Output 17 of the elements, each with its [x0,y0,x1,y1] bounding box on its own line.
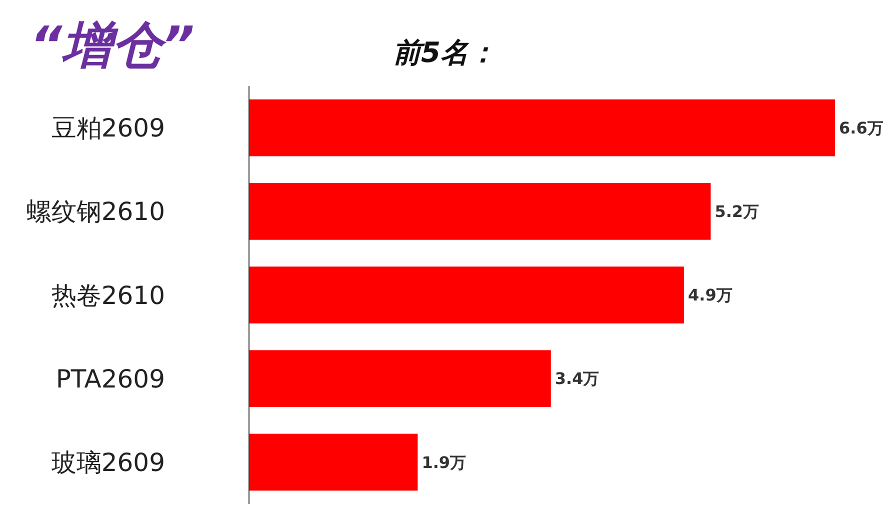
bar [249,99,835,156]
data-label: 5.2万 [714,202,760,221]
y-tick-label: 螺纹钢2610 [26,197,165,226]
y-tick-label: 豆粕2609 [51,114,165,143]
data-label: 3.4万 [554,369,600,388]
data-label: 4.9万 [688,286,732,305]
bar [249,434,418,491]
y-tick-label: 玻璃2609 [51,448,165,477]
y-tick-label: 热卷2610 [51,280,165,310]
data-label: 6.6万 [839,118,883,138]
bar [249,182,711,240]
chart-subtitle: 前5名： [393,36,496,69]
y-tick-label: PTA2609 [56,364,165,394]
chart-title: “增仓” [30,16,194,74]
bar [249,350,551,408]
data-label: 1.9万 [422,452,466,472]
bar [249,266,684,324]
